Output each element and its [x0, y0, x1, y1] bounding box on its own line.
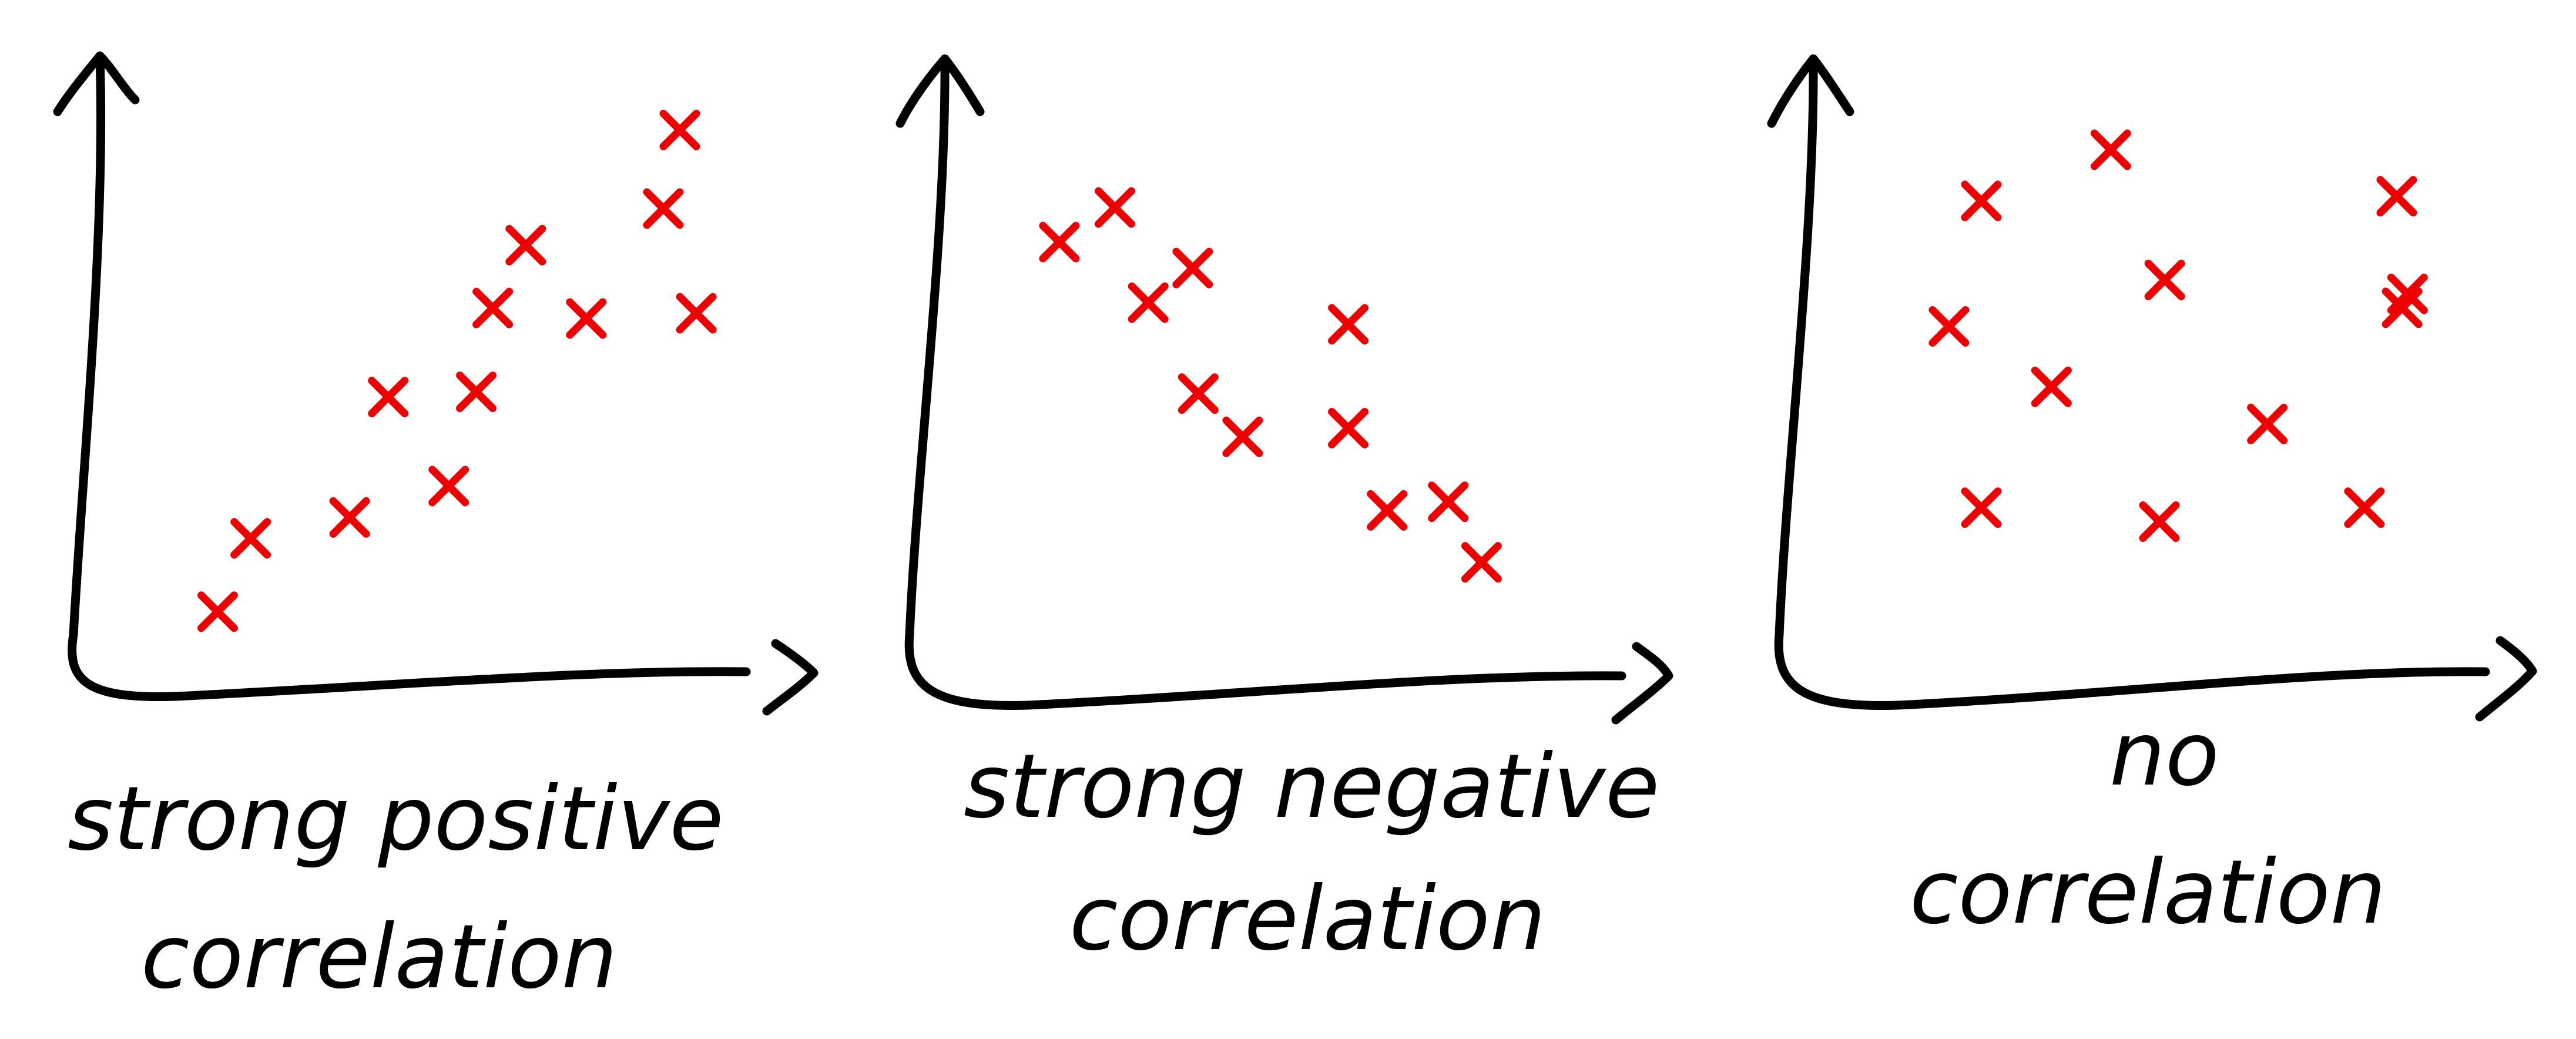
scatter-point [1222, 416, 1263, 457]
scatter-point [643, 188, 684, 229]
caption-line-1: no [2109, 703, 2219, 806]
scatter-point [1928, 306, 1970, 347]
scatter-point [1094, 187, 1135, 228]
scatter-point [1128, 282, 1169, 323]
scatter-point [505, 224, 546, 266]
x-axis-arrow [762, 639, 819, 716]
panel-positive: strong positive correlation [53, 51, 819, 1008]
scatter-marks-none [1928, 129, 2428, 542]
scatter-point [1961, 487, 2002, 528]
scatter-point [428, 465, 469, 507]
scatter-point [1328, 304, 1369, 345]
axes-lines [1774, 57, 2490, 710]
scatter-point [472, 287, 514, 329]
scatter-point [2376, 176, 2417, 217]
scatter-point [230, 518, 271, 559]
scatter-point [1961, 180, 2002, 222]
scatter-point [2387, 273, 2428, 314]
caption-line-2: correlation [1069, 868, 1546, 970]
scatter-point [2139, 501, 2180, 542]
caption-line-1: strong positive [68, 768, 724, 870]
scatter-point [566, 298, 607, 339]
scatter-point [1039, 222, 1080, 263]
scatter-point [2090, 129, 2131, 170]
caption-line-2: correlation [1910, 842, 2386, 944]
axes-lines [68, 54, 751, 702]
scatter-point [2031, 366, 2072, 407]
x-axis-arrow [2475, 636, 2537, 722]
axes-lines [904, 57, 1626, 710]
scatter-marks-negative [1039, 187, 1502, 583]
scatter-point [1172, 247, 1213, 289]
scatter-marks-positive [197, 109, 717, 632]
scatter-point [197, 591, 238, 632]
scatter-point [1178, 373, 1219, 414]
scatter-point [1367, 490, 1408, 531]
scatter-point [659, 109, 700, 150]
scatter-point [1428, 481, 1469, 522]
x-axis-arrow [1611, 642, 1673, 725]
scatter-point [1328, 408, 1369, 449]
caption-line-2: correlation [141, 906, 618, 1008]
panel-negative: strong negative correlation [895, 54, 1673, 970]
scatter-point [329, 497, 370, 538]
scatter-point [1461, 542, 1502, 583]
scatter-point [676, 293, 717, 334]
scatter-point [2144, 259, 2185, 300]
panel-none: no correlation [1767, 54, 2537, 944]
caption-line-1: strong negative [964, 736, 1659, 838]
scatter-point [2247, 404, 2288, 445]
scatter-point [2344, 487, 2385, 528]
scatter-point [456, 371, 497, 413]
scatter-point [368, 377, 409, 418]
